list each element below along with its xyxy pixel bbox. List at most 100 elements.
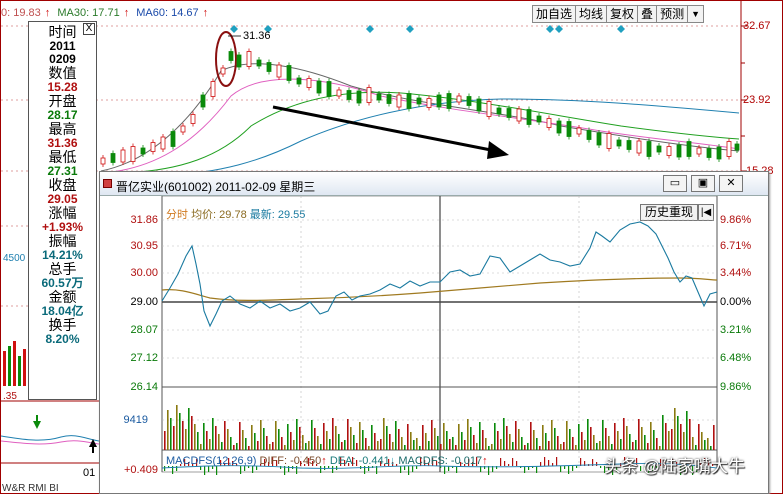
volume-bar <box>278 429 280 450</box>
macd-bar <box>384 464 386 466</box>
volume-bar <box>365 438 367 450</box>
volume-bar <box>629 434 631 450</box>
volume-bar <box>431 420 433 450</box>
macd-bar <box>520 466 522 468</box>
macd-bar <box>560 466 562 472</box>
volume-bar <box>485 438 487 450</box>
macd-bar <box>224 463 226 466</box>
volume-bar <box>539 446 541 450</box>
macd-bar <box>480 466 482 472</box>
macd-bar <box>228 458 230 466</box>
volume-bar <box>311 420 313 450</box>
macd-bar <box>408 466 410 475</box>
macd-bar <box>592 459 594 466</box>
macd-bar <box>440 466 442 468</box>
close-icon[interactable]: X <box>83 23 95 35</box>
volume-bar <box>524 445 526 450</box>
overlay-button[interactable]: 叠 <box>638 6 658 22</box>
candle-body <box>596 132 602 146</box>
macd-bar <box>672 459 674 466</box>
candle-body <box>456 95 462 103</box>
candle-body <box>346 90 352 100</box>
macd-bar <box>544 457 546 466</box>
macd-bar <box>348 463 350 466</box>
volume-val: 60.57万 <box>41 276 84 290</box>
candle-body <box>686 141 692 157</box>
amount-val: 18.04亿 <box>41 304 84 318</box>
indicator-tabs[interactable]: W&R RMI BI <box>2 483 59 494</box>
rewind-icon[interactable]: |◀ <box>698 204 714 221</box>
volume-bar <box>206 431 208 450</box>
volume-bar <box>422 425 424 450</box>
volume-bar <box>182 421 184 450</box>
volume-bar <box>329 439 331 450</box>
volume-bar <box>464 440 466 450</box>
macd-bar <box>540 462 542 466</box>
macd-bar <box>268 462 270 466</box>
left-volume-label: 4500 <box>3 253 26 264</box>
macd-diff-line <box>161 463 718 469</box>
history-replay-button[interactable]: 历史重现 <box>640 204 699 221</box>
low-label: 最低 <box>48 149 77 165</box>
macd-bar <box>712 464 714 466</box>
volume-bar <box>590 427 592 450</box>
maximize-button[interactable]: ▣ <box>691 175 715 192</box>
macd-bar <box>580 458 582 466</box>
volume-bar <box>644 435 646 450</box>
volume-bar <box>626 426 628 450</box>
chevron-down-icon[interactable]: ▼ <box>688 6 703 22</box>
volume-bar <box>659 446 661 450</box>
candle-body <box>366 87 372 103</box>
macd-bar <box>244 466 246 471</box>
volume-bar <box>632 442 634 450</box>
y-right-6: 9.86% <box>720 381 752 393</box>
forecast-button[interactable]: 预测 <box>657 6 689 22</box>
peak-highlight <box>215 31 237 87</box>
ma60-value: MA60: 14.67 <box>136 7 199 19</box>
macd-value: MACDFS: -0.017 <box>398 455 483 467</box>
volume-bar <box>296 419 298 450</box>
volume-bar <box>335 426 337 450</box>
volume-bar <box>680 424 682 450</box>
macd-bar <box>700 463 702 466</box>
macd-bar <box>624 457 626 466</box>
volume-bar <box>245 438 247 450</box>
macd-bar <box>416 466 418 469</box>
macd-bar <box>508 464 510 466</box>
candle-body <box>140 147 146 155</box>
macd-bar <box>684 466 686 472</box>
volume-bar <box>347 419 349 450</box>
adjust-price-button[interactable]: 复权 <box>607 6 639 22</box>
add-watchlist-button[interactable]: 加自选 <box>533 6 577 22</box>
macd-bar <box>236 464 238 466</box>
candle-body <box>386 94 392 104</box>
volume-bar <box>395 421 397 450</box>
moving-average-button[interactable]: 均线 <box>576 6 608 22</box>
volume-bar <box>608 436 610 450</box>
window-titlebar[interactable]: 晋亿实业(601002) 2011-02-09 星期三 ▭ ▣ ✕ <box>100 172 768 196</box>
macd-bar <box>428 463 430 466</box>
macd-bar <box>320 466 322 473</box>
high-label: 最高 <box>48 121 77 137</box>
close-button[interactable]: ✕ <box>719 175 743 192</box>
volume-bar <box>455 445 457 450</box>
candle-body <box>376 93 382 101</box>
volume-bar <box>209 439 211 450</box>
macd-dea: DEA: -0.441 <box>329 455 390 467</box>
macd-bar <box>476 457 478 466</box>
volume-bar <box>359 422 361 450</box>
minimize-button[interactable]: ▭ <box>663 175 687 192</box>
macd-bar <box>164 466 166 471</box>
watermark-text: 头条 @陆家嘴大牛 <box>604 457 745 476</box>
candle-body <box>406 93 412 109</box>
candle-body <box>160 136 166 150</box>
macd-bar <box>388 459 390 466</box>
volume-bar <box>368 446 370 450</box>
macd-bar <box>568 466 570 474</box>
volume-bar <box>305 443 307 450</box>
macd-bar <box>256 466 258 470</box>
intraday-window[interactable]: 晋亿实业(601002) 2011-02-09 星期三 ▭ ▣ ✕ 分时 均价:… <box>99 171 769 494</box>
volume-bar <box>239 422 241 450</box>
volume-bar <box>488 446 490 450</box>
